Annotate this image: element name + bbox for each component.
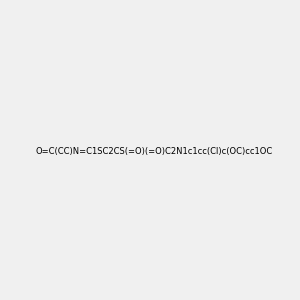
- Text: O=C(CC)N=C1SC2CS(=O)(=O)C2N1c1cc(Cl)c(OC)cc1OC: O=C(CC)N=C1SC2CS(=O)(=O)C2N1c1cc(Cl)c(OC…: [35, 147, 272, 156]
